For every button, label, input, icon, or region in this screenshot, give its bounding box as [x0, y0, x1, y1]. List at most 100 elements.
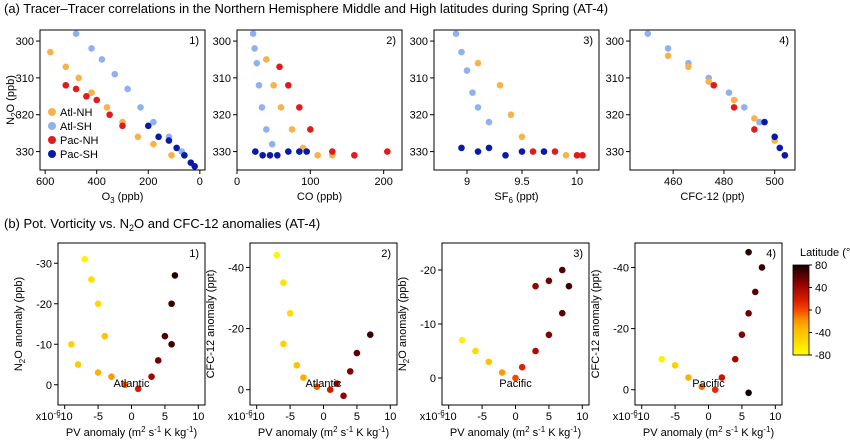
data-point: [171, 272, 179, 279]
data-point: [280, 279, 287, 287]
data-point: [101, 332, 109, 340]
x-axis-label: CFC-12 (ppt): [680, 191, 744, 203]
data-point: [745, 310, 752, 317]
data-point: [474, 148, 482, 155]
data-point: [249, 30, 257, 37]
data-point: [88, 89, 95, 96]
x-tick-label: -5: [285, 411, 295, 423]
plot-frame: [39, 29, 206, 171]
data-point: [252, 148, 259, 155]
colorbar-tick-label: -40: [815, 328, 831, 340]
y-tick-label: 310: [606, 73, 624, 85]
x-axis-label: PV anomaly (m2 s-1 K kg-1): [643, 425, 774, 439]
data-point: [103, 104, 111, 111]
x-tick-label: 10: [384, 411, 396, 423]
y-tick-label: 300: [606, 36, 624, 48]
data-point: [155, 133, 162, 141]
data-point: [540, 148, 548, 155]
x-tick-label: -10: [249, 411, 265, 423]
colorbar-tick-label: 40: [815, 283, 827, 295]
data-point: [664, 45, 672, 52]
y-tick-label: 330: [16, 147, 34, 159]
data-point: [738, 331, 746, 338]
colorbar-title: Latitude (°): [800, 247, 850, 259]
colorbar-tick-label: 0: [815, 305, 821, 317]
data-point: [718, 374, 726, 381]
y-tick-label: 300: [16, 36, 34, 48]
y-tick-label: 310: [410, 73, 428, 85]
data-point: [168, 340, 175, 348]
legend-swatch: [48, 150, 56, 158]
data-point: [119, 122, 126, 130]
x-tick-label: 5: [739, 411, 745, 423]
data-point: [474, 104, 482, 111]
data-point: [725, 89, 733, 96]
y-tick-label: -20: [228, 324, 244, 336]
data-point: [326, 386, 334, 394]
panel-number: 3): [573, 248, 583, 260]
x-tick-label: 10: [571, 176, 583, 188]
x-tick-label: 9: [464, 176, 470, 188]
data-point: [144, 122, 152, 130]
data-point: [463, 67, 471, 74]
y-tick-label: 0: [238, 385, 244, 397]
data-point: [98, 56, 106, 63]
y-tick-label: 330: [213, 147, 231, 159]
data-point: [469, 89, 476, 96]
data-point: [498, 369, 506, 376]
data-point: [293, 361, 301, 369]
data-point: [68, 340, 75, 348]
data-point: [154, 357, 162, 364]
y-tick-label: 320: [213, 110, 231, 122]
data-point: [268, 140, 276, 148]
data-point: [761, 118, 768, 126]
data-point: [458, 48, 465, 56]
data-point: [751, 288, 759, 296]
x-tick-label: -5: [93, 411, 103, 423]
plot-frame: [236, 29, 403, 171]
data-point: [705, 78, 712, 85]
data-point: [562, 151, 570, 159]
data-point: [313, 383, 321, 390]
data-point: [134, 385, 142, 393]
data-point: [148, 373, 155, 380]
data-point: [94, 369, 102, 376]
data-point: [671, 361, 679, 369]
data-point: [106, 111, 113, 119]
x-tick-label: 0: [234, 176, 240, 188]
data-point: [150, 140, 157, 148]
data-point: [512, 374, 519, 382]
data-point: [545, 331, 553, 339]
data-point: [263, 126, 270, 133]
data-point: [296, 104, 303, 111]
data-point: [658, 355, 666, 363]
y-tick-label: -10: [36, 339, 52, 351]
x-tick-label: -5: [670, 411, 680, 423]
x-tick-label: -5: [477, 411, 487, 423]
x-axis-label: PV anomaly (m2 s-1 K kg-1): [66, 425, 197, 439]
data-point: [384, 148, 391, 155]
data-point: [502, 151, 509, 159]
panel-number: 1): [189, 248, 199, 260]
tracer-panel-3: 9 9.5 10 300 310 320 330 3) SF6 (ppt): [410, 29, 600, 205]
data-point: [74, 361, 82, 368]
data-point: [756, 118, 763, 126]
data-point: [731, 355, 739, 363]
data-point: [485, 118, 493, 126]
y-tick-label: -20: [36, 299, 52, 311]
data-point: [745, 389, 752, 397]
data-point: [270, 81, 277, 89]
plot-frame: [433, 29, 600, 171]
data-point: [333, 380, 341, 387]
data-point: [72, 30, 80, 37]
y-tick-label: 0: [623, 385, 629, 397]
data-point: [751, 115, 758, 122]
data-point: [551, 148, 559, 155]
data-point: [296, 148, 303, 155]
data-point: [711, 386, 719, 394]
y-axis-label: N2O (ppb): [5, 75, 19, 125]
x-tick-label: 0: [128, 411, 134, 423]
region-label: Atlantic: [305, 378, 342, 390]
